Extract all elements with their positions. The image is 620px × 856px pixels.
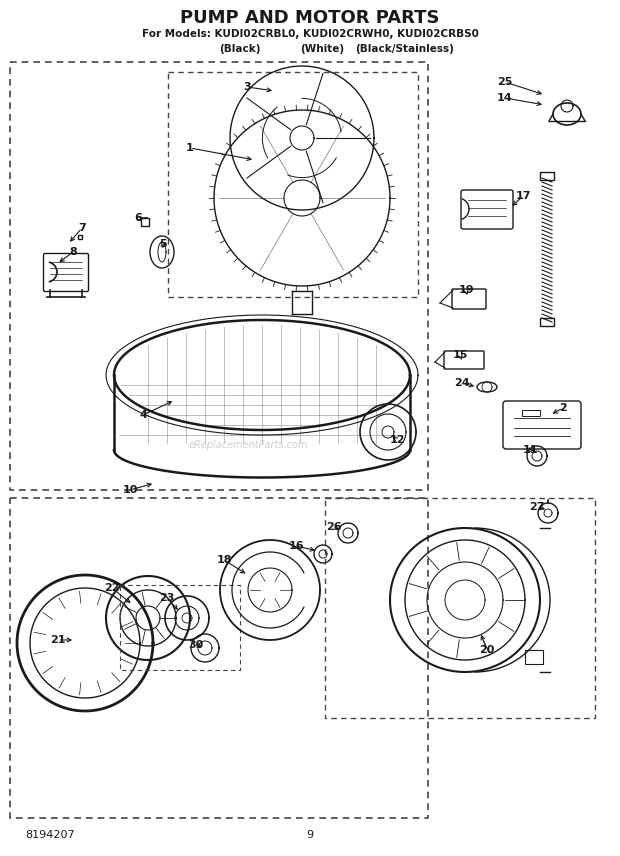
Text: 25: 25 bbox=[497, 77, 513, 87]
Text: 12: 12 bbox=[389, 435, 405, 445]
Text: PUMP AND MOTOR PARTS: PUMP AND MOTOR PARTS bbox=[180, 9, 440, 27]
Text: 18: 18 bbox=[216, 555, 232, 565]
Bar bbox=[540, 172, 554, 180]
Bar bbox=[525, 650, 543, 664]
Text: 1: 1 bbox=[186, 143, 194, 153]
Text: 30: 30 bbox=[188, 640, 203, 650]
Text: 21: 21 bbox=[50, 635, 66, 645]
Text: 8194207: 8194207 bbox=[25, 830, 74, 840]
Text: 6: 6 bbox=[134, 213, 142, 223]
Text: 20: 20 bbox=[479, 645, 495, 655]
Text: 9: 9 bbox=[306, 830, 314, 840]
Text: 14: 14 bbox=[497, 93, 513, 103]
Text: (White): (White) bbox=[300, 44, 344, 54]
Text: 4: 4 bbox=[139, 410, 147, 420]
Text: 23: 23 bbox=[159, 593, 175, 603]
Text: 22: 22 bbox=[104, 583, 120, 593]
Text: eReplacementParts.com: eReplacementParts.com bbox=[188, 440, 308, 450]
Text: 2: 2 bbox=[559, 403, 567, 413]
Text: 19: 19 bbox=[458, 285, 474, 295]
Text: 17: 17 bbox=[515, 191, 531, 201]
Text: 10: 10 bbox=[122, 485, 138, 495]
Text: 11: 11 bbox=[522, 445, 538, 455]
Text: 7: 7 bbox=[78, 223, 86, 233]
Text: 5: 5 bbox=[159, 239, 167, 249]
Text: 24: 24 bbox=[454, 378, 470, 388]
Text: (Black): (Black) bbox=[219, 44, 261, 54]
Text: 27: 27 bbox=[529, 502, 545, 512]
Text: 26: 26 bbox=[326, 522, 342, 532]
Text: (Black/Stainless): (Black/Stainless) bbox=[355, 44, 454, 54]
Text: 3: 3 bbox=[243, 82, 251, 92]
Text: 15: 15 bbox=[453, 350, 467, 360]
Text: For Models: KUDI02CRBL0, KUDI02CRWH0, KUDI02CRBS0: For Models: KUDI02CRBL0, KUDI02CRWH0, KU… bbox=[141, 29, 479, 39]
Text: 8: 8 bbox=[69, 247, 77, 257]
Bar bbox=[540, 318, 554, 326]
Text: 16: 16 bbox=[288, 541, 304, 551]
Bar bbox=[522, 410, 540, 416]
